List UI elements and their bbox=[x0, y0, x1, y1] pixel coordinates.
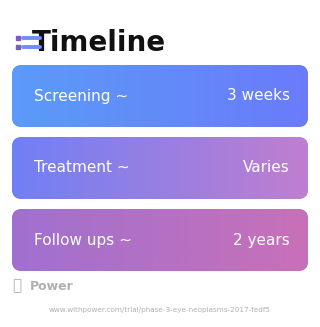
Text: www.withpower.com/trial/phase-3-eye-neoplasms-2017-fedf5: www.withpower.com/trial/phase-3-eye-neop… bbox=[49, 307, 271, 313]
Text: Follow ups ~: Follow ups ~ bbox=[34, 232, 132, 248]
Text: Treatment ~: Treatment ~ bbox=[34, 161, 130, 176]
FancyBboxPatch shape bbox=[12, 137, 308, 199]
Text: 3 weeks: 3 weeks bbox=[227, 89, 290, 104]
Text: Varies: Varies bbox=[243, 161, 290, 176]
FancyBboxPatch shape bbox=[12, 65, 308, 127]
Text: Timeline: Timeline bbox=[32, 29, 166, 57]
Text: Ⓟ: Ⓟ bbox=[12, 279, 21, 294]
Text: 2 years: 2 years bbox=[233, 232, 290, 248]
Text: Power: Power bbox=[30, 280, 74, 292]
Text: Screening ~: Screening ~ bbox=[34, 89, 128, 104]
FancyBboxPatch shape bbox=[12, 209, 308, 271]
